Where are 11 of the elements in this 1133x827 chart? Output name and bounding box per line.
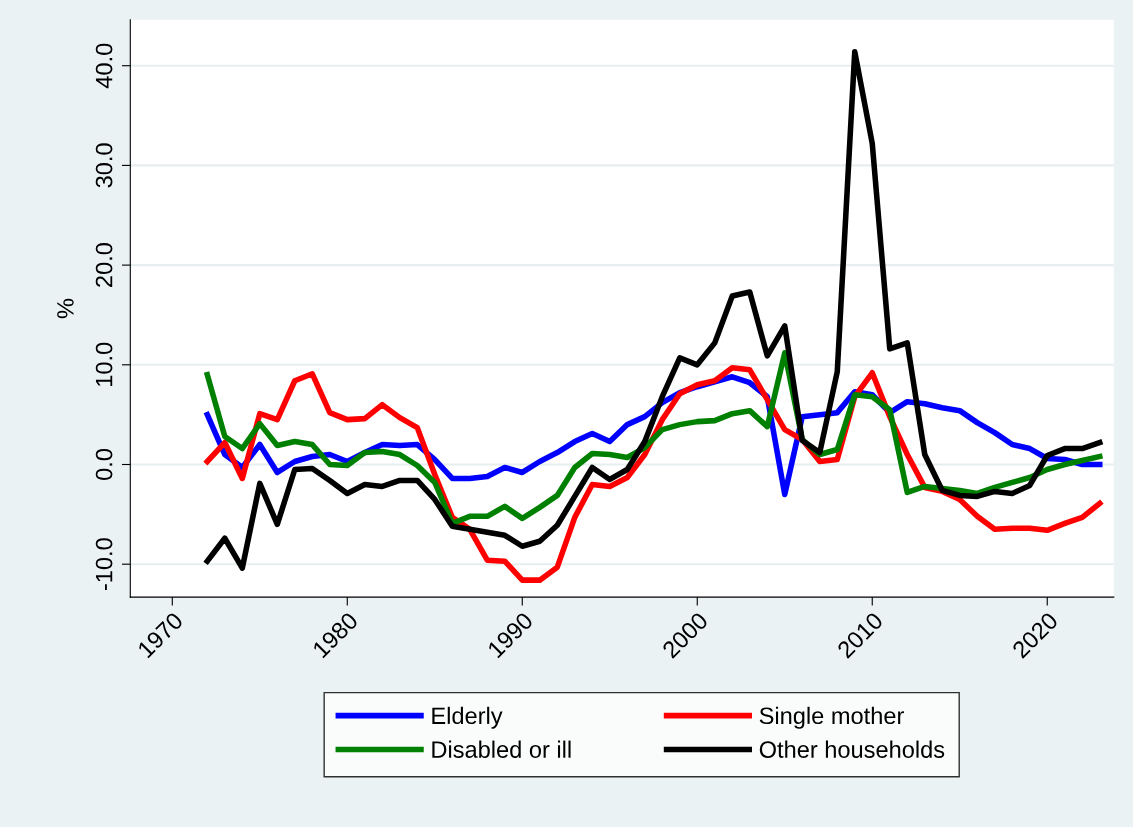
y-axis-title: %: [57, 298, 74, 319]
y-tick-label: 30.0: [95, 143, 113, 188]
y-tick-label: 20.0: [95, 243, 113, 287]
legend-label: Single mother: [759, 706, 904, 729]
legend-label: Other households: [759, 740, 945, 758]
y-tick-label: -10.0: [95, 538, 113, 591]
y-tick-label: 10.0: [95, 342, 113, 386]
legend-label: Elderly: [432, 706, 503, 729]
y-tick-label: 40.0: [95, 43, 113, 89]
y-tick-label: 0.0: [95, 449, 113, 480]
legend-label: Disabled or ill: [432, 740, 571, 758]
